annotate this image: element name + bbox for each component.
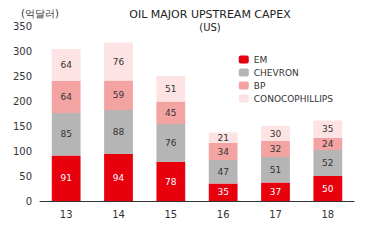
svg-text:BP: BP	[254, 81, 266, 91]
svg-text:21: 21	[217, 133, 228, 143]
svg-text:CONOCOPHILLIPS: CONOCOPHILLIPS	[254, 94, 334, 104]
svg-text:52: 52	[322, 158, 333, 168]
svg-text:94: 94	[113, 173, 125, 183]
svg-text:16: 16	[217, 209, 230, 220]
svg-text:91: 91	[60, 173, 71, 183]
svg-text:78: 78	[165, 177, 177, 187]
svg-text:51: 51	[270, 165, 281, 175]
svg-text:150: 150	[13, 121, 32, 132]
svg-text:13: 13	[60, 209, 73, 220]
svg-text:88: 88	[113, 127, 125, 137]
svg-text:64: 64	[60, 92, 72, 102]
svg-text:17: 17	[269, 209, 282, 220]
svg-text:45: 45	[165, 108, 176, 118]
svg-text:64: 64	[60, 60, 72, 70]
svg-text:OIL MAJOR UPSTREAM CAPEX: OIL MAJOR UPSTREAM CAPEX	[129, 8, 291, 21]
svg-text:34: 34	[217, 147, 229, 157]
svg-text:14: 14	[112, 209, 125, 220]
svg-text:35: 35	[322, 124, 333, 134]
svg-text:37: 37	[270, 187, 281, 197]
svg-text:18: 18	[321, 209, 334, 220]
svg-text:35: 35	[217, 187, 228, 197]
svg-text:59: 59	[113, 90, 125, 100]
svg-text:76: 76	[165, 138, 177, 148]
svg-text:47: 47	[217, 167, 228, 177]
svg-text:85: 85	[60, 129, 71, 139]
svg-text:CHEVRON: CHEVRON	[254, 68, 299, 78]
svg-text:0: 0	[26, 196, 32, 207]
svg-text:(US): (US)	[199, 22, 221, 33]
svg-text:51: 51	[165, 84, 176, 94]
svg-text:30: 30	[270, 129, 282, 139]
svg-text:EM: EM	[254, 55, 267, 65]
svg-text:50: 50	[19, 171, 32, 182]
svg-text:76: 76	[113, 57, 125, 67]
svg-text:250: 250	[13, 71, 32, 82]
svg-text:32: 32	[270, 144, 281, 154]
svg-text:15: 15	[164, 209, 177, 220]
svg-text:350: 350	[13, 21, 32, 32]
svg-text:(억달러): (억달러)	[21, 8, 59, 19]
svg-text:24: 24	[322, 139, 334, 149]
svg-text:200: 200	[13, 96, 32, 107]
svg-text:300: 300	[13, 46, 32, 57]
svg-text:100: 100	[13, 146, 32, 157]
svg-text:50: 50	[322, 184, 334, 194]
